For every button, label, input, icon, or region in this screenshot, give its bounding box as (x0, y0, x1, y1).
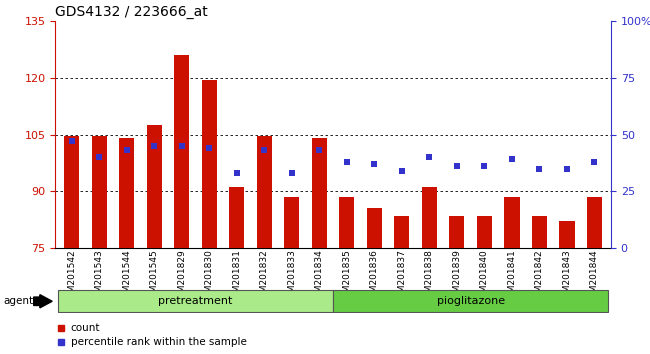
Text: GSM201842: GSM201842 (535, 249, 544, 304)
Bar (422, 187, 437, 248)
Text: GSM201839: GSM201839 (452, 249, 462, 304)
Text: GSM201834: GSM201834 (315, 249, 324, 304)
Bar (560, 221, 575, 248)
Text: GDS4132 / 223666_at: GDS4132 / 223666_at (55, 5, 208, 19)
Text: percentile rank within the sample: percentile rank within the sample (71, 337, 246, 347)
Bar (367, 208, 382, 248)
Text: GSM201544: GSM201544 (122, 249, 131, 304)
Bar (333, 290, 608, 312)
Bar (284, 197, 300, 248)
Bar (587, 197, 602, 248)
Text: GSM201837: GSM201837 (397, 249, 406, 304)
Text: GSM201841: GSM201841 (508, 249, 517, 304)
Bar (119, 138, 135, 248)
Text: GSM201832: GSM201832 (260, 249, 269, 304)
Bar (64, 136, 79, 248)
Bar (504, 197, 519, 248)
Text: GSM201843: GSM201843 (562, 249, 571, 304)
Text: GSM201542: GSM201542 (67, 249, 76, 304)
Text: GSM201830: GSM201830 (205, 249, 214, 304)
Text: pretreatment: pretreatment (159, 296, 233, 306)
Text: GSM201831: GSM201831 (232, 249, 241, 304)
Text: GSM201835: GSM201835 (343, 249, 352, 304)
Text: GSM201838: GSM201838 (425, 249, 434, 304)
Bar (532, 216, 547, 248)
Bar (202, 80, 217, 248)
Bar (174, 55, 189, 248)
Bar (312, 138, 327, 248)
Bar (449, 216, 465, 248)
Text: GSM201543: GSM201543 (95, 249, 104, 304)
Text: pioglitazone: pioglitazone (437, 296, 505, 306)
Bar (92, 136, 107, 248)
Bar (395, 216, 410, 248)
Text: GSM201844: GSM201844 (590, 249, 599, 304)
Bar (257, 136, 272, 248)
Text: GSM201545: GSM201545 (150, 249, 159, 304)
Text: agent: agent (3, 296, 33, 306)
Text: GSM201836: GSM201836 (370, 249, 379, 304)
Text: GSM201829: GSM201829 (177, 249, 187, 304)
FancyArrow shape (34, 295, 52, 308)
Bar (477, 216, 492, 248)
Text: GSM201833: GSM201833 (287, 249, 296, 304)
Text: GSM201840: GSM201840 (480, 249, 489, 304)
Text: count: count (71, 322, 100, 332)
Bar (339, 197, 354, 248)
Bar (147, 125, 162, 248)
Bar (229, 187, 244, 248)
Bar (58, 290, 333, 312)
